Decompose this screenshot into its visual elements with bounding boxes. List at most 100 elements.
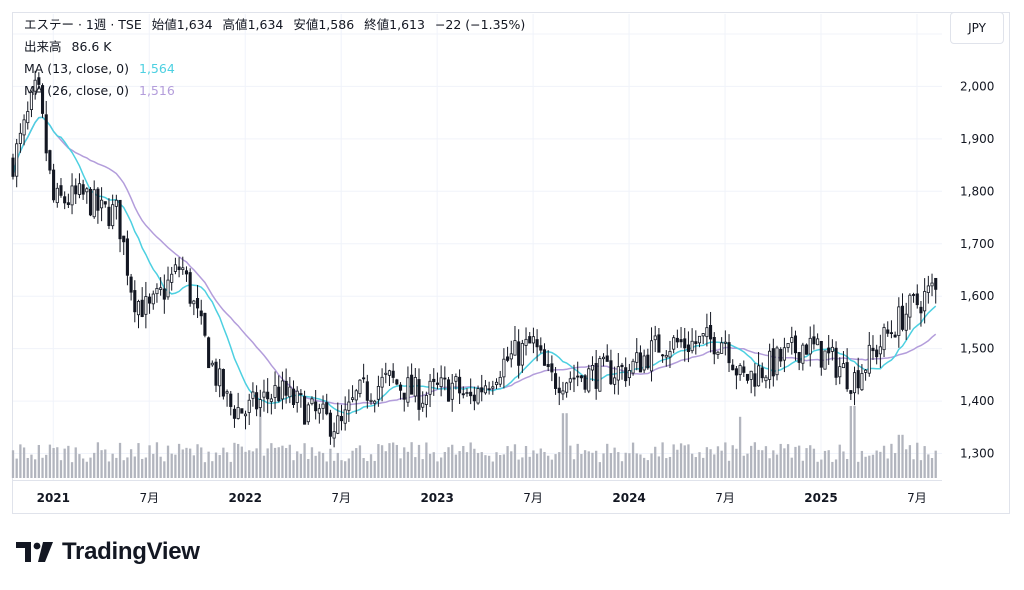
candle-body[interactable]	[107, 206, 111, 227]
candle-body[interactable]	[111, 204, 115, 227]
candle-body[interactable]	[605, 355, 609, 362]
candle-body[interactable]	[657, 334, 661, 353]
candle-body[interactable]	[461, 393, 465, 396]
candle-body[interactable]	[576, 375, 580, 378]
candle-body[interactable]	[793, 335, 798, 354]
candle-body[interactable]	[151, 293, 155, 305]
candle-body[interactable]	[354, 390, 358, 401]
candle-body[interactable]	[469, 391, 473, 397]
candle-body[interactable]	[838, 366, 842, 378]
candle-body[interactable]	[11, 157, 15, 177]
candle-body[interactable]	[100, 199, 104, 209]
candle-body[interactable]	[860, 373, 864, 391]
candle-body[interactable]	[173, 264, 177, 272]
candle-body[interactable]	[539, 345, 543, 351]
candle-body[interactable]	[697, 335, 702, 344]
candle-body[interactable]	[572, 377, 576, 380]
candle-body[interactable]	[882, 327, 886, 351]
candle-body[interactable]	[520, 343, 524, 366]
candle-body[interactable]	[291, 388, 296, 405]
candle-body[interactable]	[450, 382, 454, 400]
candle-body[interactable]	[343, 409, 347, 424]
candle-body[interactable]	[81, 184, 85, 195]
candle-body[interactable]	[557, 387, 561, 394]
candle-body[interactable]	[579, 375, 583, 379]
legend-symbol[interactable]: エステー · 1週 · TSE	[24, 17, 142, 32]
candle-body[interactable]	[768, 350, 772, 380]
candle-body[interactable]	[664, 354, 668, 358]
candle-body[interactable]	[841, 363, 845, 369]
candle-body[interactable]	[74, 185, 78, 195]
candle-body[interactable]	[384, 372, 388, 375]
candle-body[interactable]	[255, 392, 259, 410]
candle-body[interactable]	[908, 294, 912, 318]
candle-body[interactable]	[306, 404, 310, 423]
candle-body[interactable]	[753, 373, 757, 387]
candle-body[interactable]	[15, 143, 19, 177]
candle-body[interactable]	[509, 353, 513, 360]
candle-body[interactable]	[823, 350, 827, 370]
candle-body[interactable]	[144, 296, 148, 315]
candle-body[interactable]	[668, 351, 672, 358]
candle-body[interactable]	[214, 361, 218, 386]
candle-body[interactable]	[926, 285, 930, 293]
candle-body[interactable]	[635, 352, 639, 363]
candle-body[interactable]	[856, 370, 860, 389]
candle-body[interactable]	[424, 395, 428, 405]
candle-body[interactable]	[852, 372, 857, 394]
candle-body[interactable]	[782, 347, 786, 361]
candle-body[interactable]	[273, 385, 277, 398]
candle-body[interactable]	[33, 79, 37, 92]
candle-body[interactable]	[454, 376, 458, 382]
candle-body[interactable]	[314, 401, 318, 412]
candle-body[interactable]	[251, 391, 255, 399]
candle-body[interactable]	[358, 379, 362, 394]
candle-body[interactable]	[140, 299, 144, 317]
candle-body[interactable]	[170, 273, 174, 283]
candle-body[interactable]	[428, 380, 432, 395]
candle-body[interactable]	[624, 367, 628, 382]
candle-body[interactable]	[801, 344, 805, 364]
candle-body[interactable]	[760, 367, 764, 379]
candle-body[interactable]	[930, 282, 934, 287]
candle-body[interactable]	[904, 313, 908, 331]
candle-body[interactable]	[321, 403, 325, 409]
candle-body[interactable]	[66, 202, 70, 205]
candle-body[interactable]	[373, 400, 377, 404]
candle-body[interactable]	[218, 368, 222, 387]
candle-body[interactable]	[229, 393, 233, 407]
candle-body[interactable]	[195, 298, 200, 309]
candle-body[interactable]	[317, 408, 321, 414]
candle-body[interactable]	[779, 348, 783, 362]
candle-body[interactable]	[391, 370, 395, 378]
candle-body[interactable]	[299, 393, 303, 395]
candle-body[interactable]	[690, 340, 694, 352]
candle-body[interactable]	[830, 346, 834, 352]
candle-body[interactable]	[402, 392, 406, 400]
candle-body[interactable]	[506, 356, 510, 361]
candle-body[interactable]	[875, 349, 879, 358]
candle-body[interactable]	[240, 408, 244, 414]
candle-body[interactable]	[192, 300, 196, 305]
candle-body[interactable]	[413, 377, 417, 397]
candle-body[interactable]	[649, 340, 654, 372]
candle-body[interactable]	[712, 337, 716, 355]
candle-body[interactable]	[524, 338, 528, 346]
candle-body[interactable]	[351, 397, 355, 400]
candle-body[interactable]	[328, 412, 332, 437]
candle-body[interactable]	[638, 352, 642, 373]
candle-body[interactable]	[701, 333, 705, 337]
candle-body[interactable]	[620, 364, 624, 368]
candle-body[interactable]	[243, 413, 248, 417]
candle-body[interactable]	[55, 187, 59, 204]
candle-body[interactable]	[531, 336, 535, 344]
candle-body[interactable]	[915, 293, 919, 306]
candle-body[interactable]	[565, 382, 569, 393]
candle-body[interactable]	[554, 373, 558, 389]
legend-volume-label[interactable]: 出来高	[24, 39, 62, 54]
candle-body[interactable]	[369, 399, 373, 402]
candle-body[interactable]	[22, 119, 26, 136]
candle-body[interactable]	[646, 354, 650, 369]
candle-body[interactable]	[247, 399, 251, 413]
candle-body[interactable]	[749, 370, 753, 380]
